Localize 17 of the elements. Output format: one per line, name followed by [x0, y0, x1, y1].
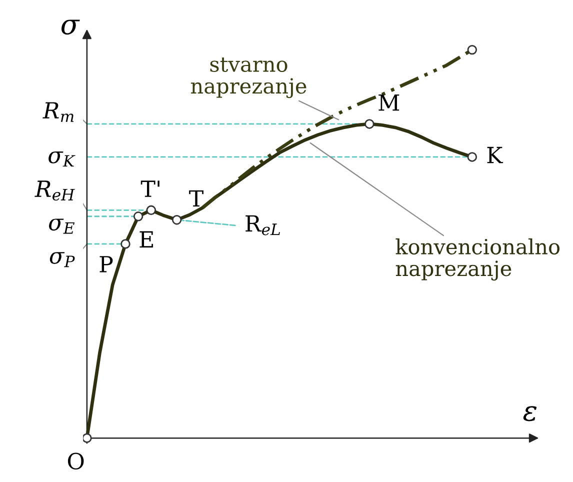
y-axis-title: σ — [61, 20, 80, 35]
annotation: T — [189, 190, 204, 207]
ref-line-label: σ$_{K}$ — [48, 152, 76, 167]
ref-line-label: R$_{m}$ — [42, 102, 74, 122]
text: O — [68, 452, 84, 470]
annotation: E — [140, 231, 153, 248]
annotation: T' — [140, 180, 160, 197]
text: K — [487, 146, 504, 164]
ref-line-label: σ$_{P}$ — [50, 252, 75, 268]
ref-line-label: R$_{eH}$ — [34, 180, 75, 201]
x-axis-title: ε — [523, 406, 537, 422]
ref-line-label: σ$_{E}$ — [49, 218, 75, 234]
text: konvencionalno naprezanje — [396, 238, 560, 281]
annotation: P — [100, 256, 113, 272]
annotation: R$_{eL}$ — [246, 215, 280, 236]
series-label: stvarno naprezanje — [190, 58, 306, 98]
annotation: M — [378, 94, 400, 111]
